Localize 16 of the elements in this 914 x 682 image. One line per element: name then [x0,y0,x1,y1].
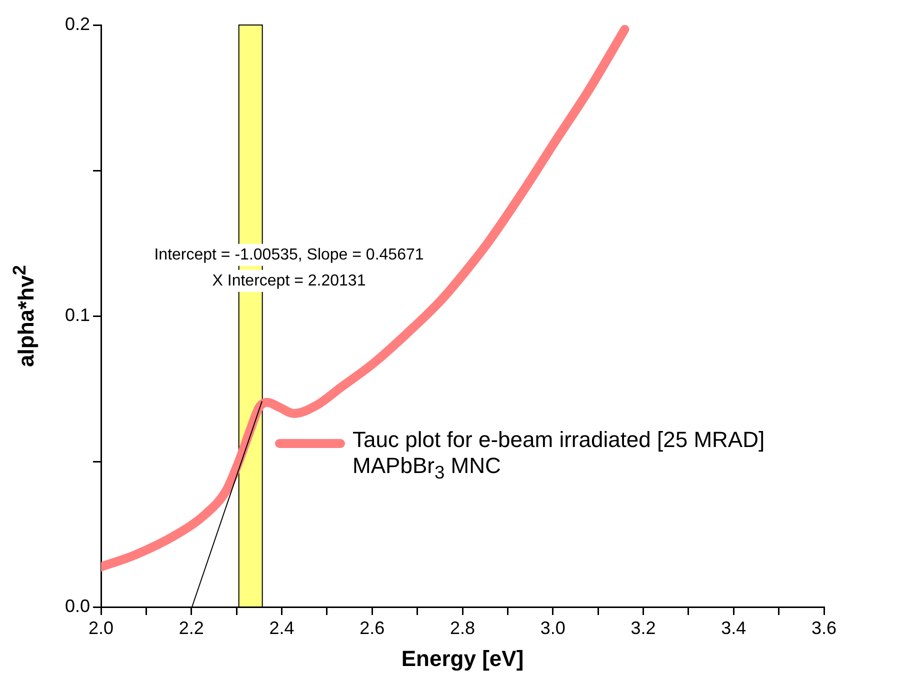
legend-label: Tauc plot for e-beam irradiated [25 MRAD] MAPbBr$_{3}$ MNC [352,426,766,483]
x-axis-title: Energy [eV] [401,646,524,671]
annotation: X Intercept = 2.20131 [212,272,366,290]
x-tick-label: 3.2 [630,618,656,638]
y-tick-label: 0.1 [64,304,90,325]
x-tick-label: 3.0 [540,618,566,638]
y-tick-label: 0.0 [64,596,90,616]
y-tick-label: 0.2 [64,14,90,34]
x-tick-label: 2.8 [450,618,476,638]
x-tick-label: 2.4 [269,618,294,638]
x-tick-label: 3.4 [721,618,746,638]
x-tick-label: 2.2 [178,618,204,638]
x-tick-label: 2.6 [360,618,385,638]
annotation: Intercept = -1.00535, Slope = 0.45671 [154,246,424,264]
x-tick-label: 2.0 [88,618,114,638]
x-tick-label: 3.6 [811,618,837,638]
